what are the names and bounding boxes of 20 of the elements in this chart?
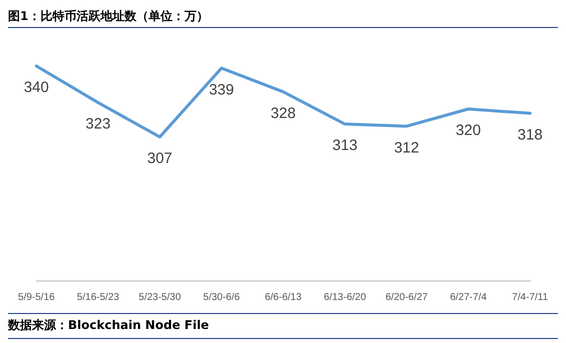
x-tick-label: 6/6-6/13 xyxy=(264,292,302,303)
x-tick-label: 5/23-5/30 xyxy=(138,292,182,303)
x-tick-label: 6/20-6/27 xyxy=(385,292,428,303)
x-tick-label: 6/27-7/4 xyxy=(450,292,488,303)
x-tick-label: 6/13-6/20 xyxy=(324,292,366,303)
data-label: 323 xyxy=(86,116,111,133)
data-label: 340 xyxy=(24,79,49,96)
data-label: 318 xyxy=(518,126,543,144)
chart-title: 图1：比特币活跃地址数（单位：万） xyxy=(8,8,558,28)
x-tick-label: 5/16-5/23 xyxy=(76,292,120,303)
data-label: 328 xyxy=(270,104,296,122)
data-label: 313 xyxy=(332,137,358,154)
data-label: 320 xyxy=(456,122,481,140)
data-label: 307 xyxy=(147,150,172,168)
data-label: 312 xyxy=(394,139,420,156)
x-tick-label: 7/4-7/11 xyxy=(512,292,548,303)
x-tick-label: 5/30-6/6 xyxy=(203,292,240,303)
x-tick-label: 5/9-5/16 xyxy=(18,292,56,303)
data-label: 339 xyxy=(208,81,234,98)
source-note: 数据来源：Blockchain Node File xyxy=(8,317,210,334)
